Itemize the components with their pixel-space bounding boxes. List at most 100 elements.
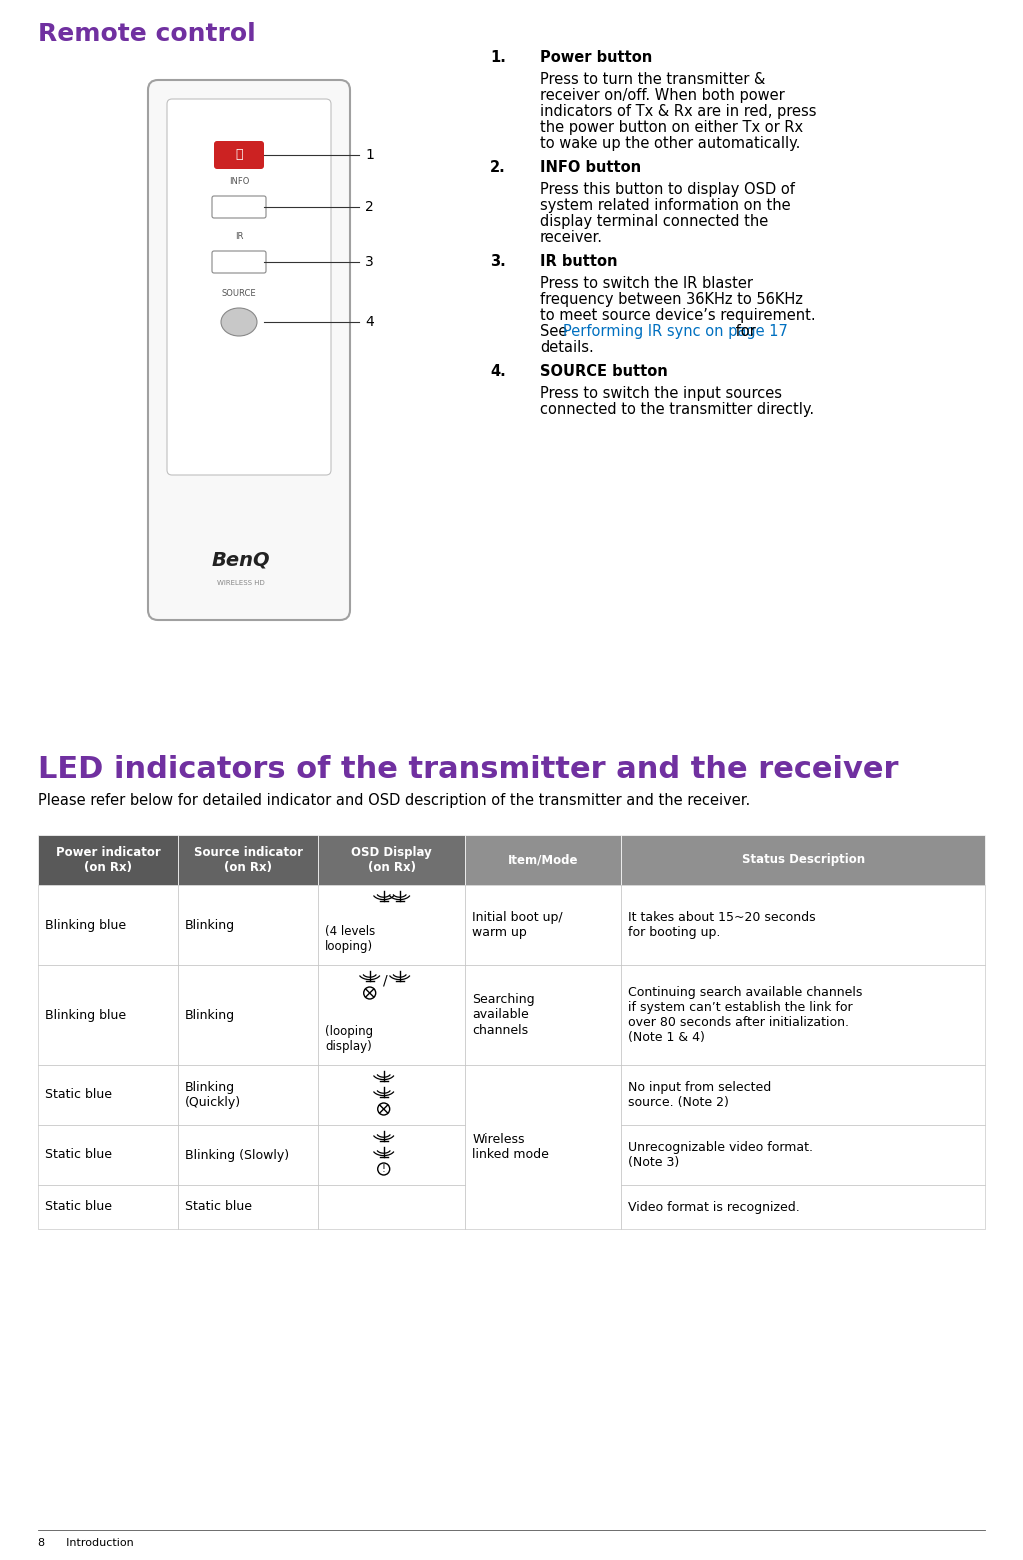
Text: Item/Mode: Item/Mode xyxy=(508,853,578,866)
Text: Video format is recognized.: Video format is recognized. xyxy=(628,1201,800,1214)
Text: INFO button: INFO button xyxy=(540,161,641,175)
Text: LED indicators of the transmitter and the receiver: LED indicators of the transmitter and th… xyxy=(38,755,898,785)
Text: ⏻: ⏻ xyxy=(235,148,242,162)
Bar xyxy=(318,966,465,1065)
Bar xyxy=(621,835,985,885)
Bar xyxy=(465,966,621,1065)
Text: Press to switch the IR blaster: Press to switch the IR blaster xyxy=(540,276,753,292)
Bar xyxy=(465,885,621,966)
Text: 2.: 2. xyxy=(490,161,505,175)
FancyBboxPatch shape xyxy=(212,251,266,273)
FancyBboxPatch shape xyxy=(212,197,266,218)
Text: 4: 4 xyxy=(365,315,373,329)
Text: Searching
available
channels: Searching available channels xyxy=(472,994,535,1036)
Text: Press to turn the transmitter &: Press to turn the transmitter & xyxy=(540,72,765,87)
Text: Static blue: Static blue xyxy=(185,1201,252,1214)
Bar xyxy=(178,885,318,966)
Text: OSD Display
(on Rx): OSD Display (on Rx) xyxy=(351,846,432,874)
Text: WIRELESS HD: WIRELESS HD xyxy=(217,580,265,587)
Text: Please refer below for detailed indicator and OSD description of the transmitter: Please refer below for detailed indicato… xyxy=(38,792,750,808)
Bar xyxy=(621,1065,985,1125)
Text: Status Description: Status Description xyxy=(742,853,864,866)
Text: Static blue: Static blue xyxy=(45,1089,112,1101)
Text: (4 levels
looping): (4 levels looping) xyxy=(325,925,375,953)
Text: Static blue: Static blue xyxy=(45,1201,112,1214)
Text: display terminal connected the: display terminal connected the xyxy=(540,214,768,229)
Bar xyxy=(178,966,318,1065)
Bar xyxy=(178,1186,318,1229)
Text: frequency between 36KHz to 56KHz: frequency between 36KHz to 56KHz xyxy=(540,292,803,307)
Text: system related information on the: system related information on the xyxy=(540,198,791,214)
Text: Power indicator
(on Rx): Power indicator (on Rx) xyxy=(55,846,161,874)
Text: indicators of Tx & Rx are in red, press: indicators of Tx & Rx are in red, press xyxy=(540,105,816,119)
Bar xyxy=(38,1065,178,1125)
Text: No input from selected
source. (Note 2): No input from selected source. (Note 2) xyxy=(628,1081,771,1109)
Text: SOURCE button: SOURCE button xyxy=(540,363,668,379)
Text: BenQ: BenQ xyxy=(212,551,270,569)
Bar xyxy=(178,1125,318,1186)
Text: details.: details. xyxy=(540,340,593,356)
FancyBboxPatch shape xyxy=(214,140,264,168)
Text: Blinking
(Quickly): Blinking (Quickly) xyxy=(185,1081,241,1109)
Text: to meet source device’s requirement.: to meet source device’s requirement. xyxy=(540,307,815,323)
Bar xyxy=(621,885,985,966)
Bar xyxy=(38,966,178,1065)
Text: 2: 2 xyxy=(365,200,373,214)
Text: for: for xyxy=(731,324,756,339)
Bar xyxy=(178,835,318,885)
Bar xyxy=(465,1065,621,1229)
Text: to wake up the other automatically.: to wake up the other automatically. xyxy=(540,136,800,151)
Ellipse shape xyxy=(221,307,257,335)
Text: Press to switch the input sources: Press to switch the input sources xyxy=(540,385,782,401)
Text: 1.: 1. xyxy=(490,50,506,66)
Text: Blinking: Blinking xyxy=(185,919,235,931)
Text: See: See xyxy=(540,324,572,339)
Text: !: ! xyxy=(382,1164,386,1175)
Text: Blinking (Slowly): Blinking (Slowly) xyxy=(185,1148,290,1162)
Text: IR button: IR button xyxy=(540,254,618,268)
FancyBboxPatch shape xyxy=(167,98,331,474)
Bar xyxy=(38,1186,178,1229)
Text: INFO: INFO xyxy=(229,176,250,186)
Text: receiver on/off. When both power: receiver on/off. When both power xyxy=(540,87,785,103)
Text: Press this button to display OSD of: Press this button to display OSD of xyxy=(540,183,795,197)
Bar xyxy=(621,1125,985,1186)
Bar xyxy=(318,1065,465,1125)
Text: Wireless
linked mode: Wireless linked mode xyxy=(472,1133,549,1161)
Bar xyxy=(318,835,465,885)
Text: Blinking blue: Blinking blue xyxy=(45,1008,126,1022)
Bar xyxy=(38,835,178,885)
FancyBboxPatch shape xyxy=(148,80,350,619)
Text: Performing IR sync on page 17: Performing IR sync on page 17 xyxy=(564,324,788,339)
Bar xyxy=(465,835,621,885)
Text: Unrecognizable video format.
(Note 3): Unrecognizable video format. (Note 3) xyxy=(628,1140,813,1168)
Text: 4.: 4. xyxy=(490,363,505,379)
Text: SOURCE: SOURCE xyxy=(222,289,257,298)
Bar xyxy=(621,966,985,1065)
Text: receiver.: receiver. xyxy=(540,229,603,245)
Text: /: / xyxy=(384,973,388,987)
Bar xyxy=(318,885,465,966)
Text: 1: 1 xyxy=(365,148,373,162)
Text: Power button: Power button xyxy=(540,50,653,66)
Text: Static blue: Static blue xyxy=(45,1148,112,1162)
Text: IR: IR xyxy=(235,232,243,240)
Text: Continuing search available channels
if system can’t establish the link for
over: Continuing search available channels if … xyxy=(628,986,862,1044)
Text: It takes about 15~20 seconds
for booting up.: It takes about 15~20 seconds for booting… xyxy=(628,911,816,939)
Bar xyxy=(178,1065,318,1125)
Bar xyxy=(38,1125,178,1186)
Text: Blinking blue: Blinking blue xyxy=(45,919,126,931)
Text: 3: 3 xyxy=(365,254,373,268)
Text: Source indicator
(on Rx): Source indicator (on Rx) xyxy=(193,846,303,874)
Bar xyxy=(318,1186,465,1229)
Text: 8      Introduction: 8 Introduction xyxy=(38,1538,134,1548)
Text: Initial boot up/
warm up: Initial boot up/ warm up xyxy=(472,911,563,939)
Text: Blinking: Blinking xyxy=(185,1008,235,1022)
Text: connected to the transmitter directly.: connected to the transmitter directly. xyxy=(540,402,814,417)
Text: 3.: 3. xyxy=(490,254,505,268)
Text: (looping
display): (looping display) xyxy=(325,1025,373,1053)
Text: the power button on either Tx or Rx: the power button on either Tx or Rx xyxy=(540,120,803,136)
Text: Remote control: Remote control xyxy=(38,22,256,45)
Bar xyxy=(38,885,178,966)
Bar xyxy=(318,1125,465,1186)
